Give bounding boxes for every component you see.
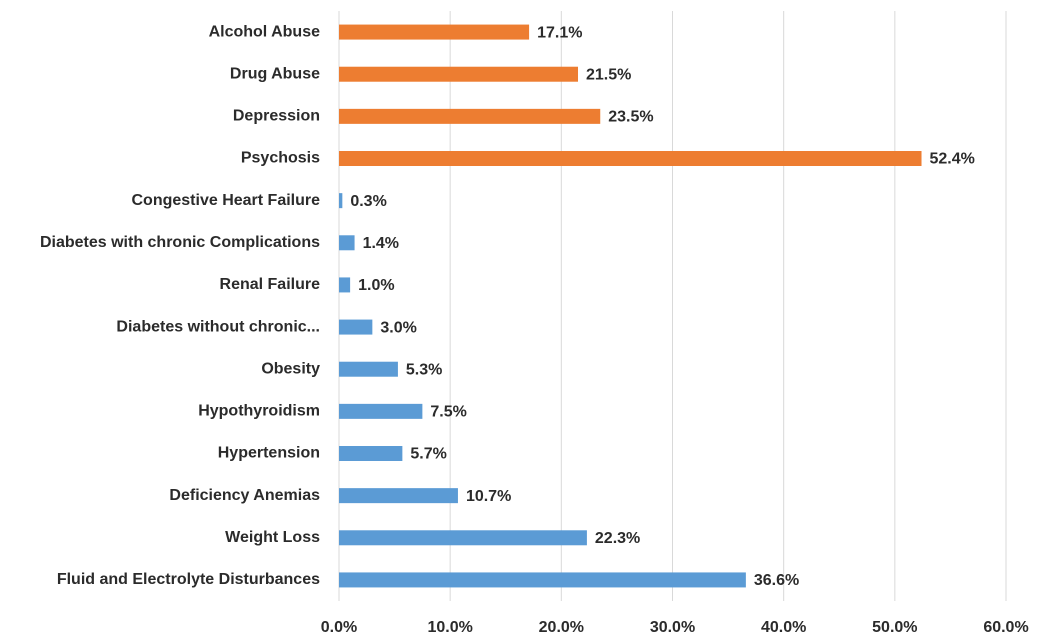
value-label: 1.0% <box>358 277 394 294</box>
bar <box>339 235 355 251</box>
y-tick-label: Psychosis <box>241 150 320 167</box>
value-label: 3.0% <box>380 319 416 336</box>
y-tick-label: Obesity <box>261 360 320 377</box>
y-tick-label: Alcohol Abuse <box>209 23 321 40</box>
x-tick-label: 50.0% <box>872 619 917 636</box>
x-tick-label: 10.0% <box>427 619 472 636</box>
bar <box>339 319 373 335</box>
x-tick-label: 20.0% <box>539 619 584 636</box>
y-tick-label: Fluid and Electrolyte Disturbances <box>57 571 320 588</box>
y-tick-label: Deficiency Anemias <box>169 487 320 504</box>
bar <box>339 66 579 82</box>
y-tick-label: Diabetes with chronic Complications <box>40 234 320 251</box>
value-label: 23.5% <box>608 109 653 126</box>
value-label: 10.7% <box>466 488 511 505</box>
value-label: 0.3% <box>350 193 386 210</box>
bar <box>339 446 403 461</box>
bar <box>339 488 458 504</box>
bar <box>339 277 351 293</box>
y-tick-label: Hypothyroidism <box>198 403 320 420</box>
value-label: 17.1% <box>537 24 582 41</box>
bar <box>339 403 423 419</box>
value-label: 5.7% <box>410 446 446 463</box>
y-tick-label: Congestive Heart Failure <box>132 192 321 209</box>
value-label: 5.3% <box>406 361 442 378</box>
value-label: 7.5% <box>430 404 466 421</box>
value-label: 22.3% <box>595 530 640 547</box>
value-label: 36.6% <box>754 572 799 589</box>
bar <box>339 151 922 166</box>
y-tick-label: Weight Loss <box>225 529 320 546</box>
x-tick-label: 40.0% <box>761 619 806 636</box>
value-label: 1.4% <box>363 235 399 252</box>
x-tick-label: 30.0% <box>650 619 695 636</box>
bar <box>339 193 343 209</box>
y-tick-label: Depression <box>233 108 320 125</box>
value-label: 21.5% <box>586 66 631 83</box>
y-tick-label: Diabetes without chronic... <box>116 318 320 335</box>
bar <box>339 530 587 546</box>
value-label: 52.4% <box>930 151 975 168</box>
bar <box>339 108 601 124</box>
y-tick-label: Hypertension <box>218 445 320 462</box>
x-tick-label: 0.0% <box>321 619 357 636</box>
y-tick-label: Drug Abuse <box>230 65 320 82</box>
y-tick-label: Renal Failure <box>220 276 321 293</box>
bar <box>339 572 746 588</box>
x-tick-label: 60.0% <box>983 619 1028 636</box>
bar <box>339 24 530 40</box>
bar <box>339 361 398 377</box>
